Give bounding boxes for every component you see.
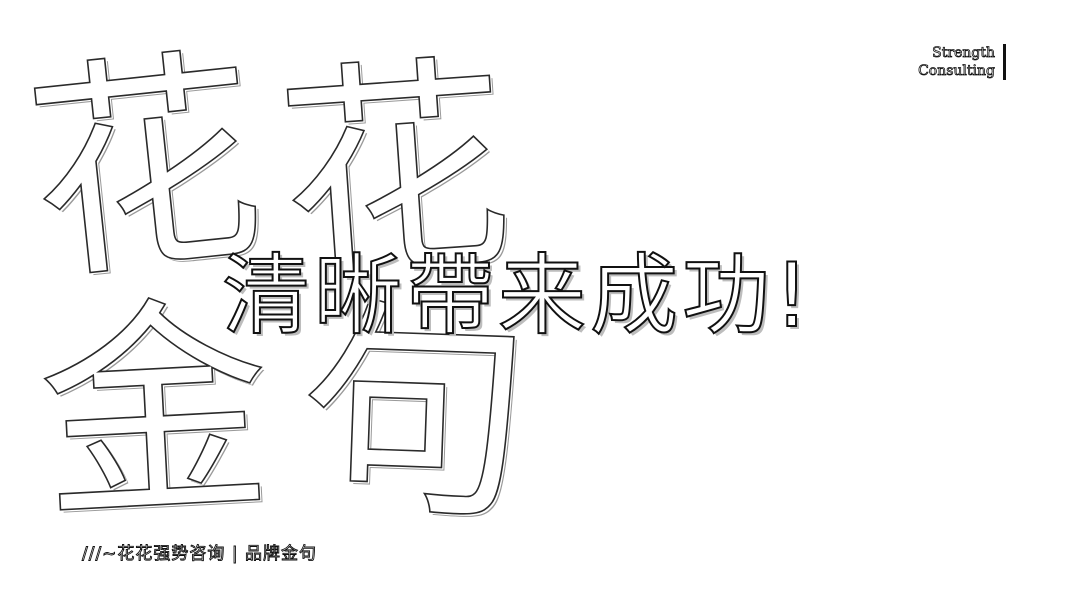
brand-line-2: Consulting	[918, 63, 996, 80]
brand-line-1: Strength	[932, 45, 996, 62]
brand-logo: Strength Consulting	[918, 44, 1006, 80]
footer-caption: ///~花花强势咨询 | 品牌金句	[82, 544, 317, 565]
slogan-headline: 清晰帶来成功!	[221, 244, 814, 347]
